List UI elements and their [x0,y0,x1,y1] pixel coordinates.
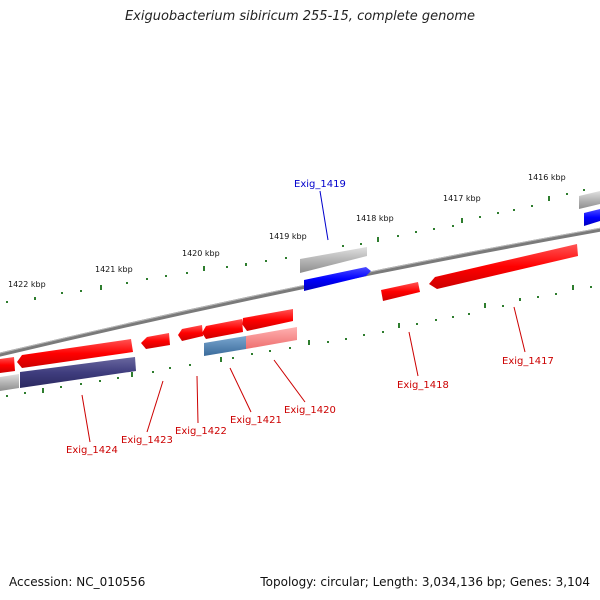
gene-exig-1423[interactable] [141,333,170,349]
feature-purple-1424[interactable] [20,357,136,388]
lower-tick-track [6,285,592,397]
map-title: Exiguobacterium sibiricum 255-15, comple… [124,9,476,24]
feature-steel-1421[interactable] [204,336,246,356]
accession-text: Accession: NC_010556 [9,575,146,589]
kbp-label: 1416 kbp [528,173,566,182]
rna-gene-1416[interactable] [579,191,600,209]
gene-labels: Exig_1419 Exig_1417 Exig_1418 Exig_1420 … [66,179,554,456]
rna-gene-1419[interactable] [300,247,367,273]
gene-label-exig-1418[interactable]: Exig_1418 [397,380,449,391]
topology-text: Topology: circular; Length: 3,034,136 bp… [260,575,590,589]
kbp-label: 1421 kbp [95,265,133,274]
kbp-label: 1422 kbp [8,280,46,289]
gene-exig-1416[interactable] [584,209,600,226]
feature-pink-1420[interactable] [246,327,297,349]
gene-left-edge[interactable] [0,357,15,373]
reverse-strand-features [300,191,600,291]
gene-label-exig-1424[interactable]: Exig_1424 [66,445,118,456]
gene-label-exig-1420[interactable]: Exig_1420 [284,405,336,416]
kbp-label: 1418 kbp [356,214,394,223]
gene-exig-1417[interactable] [429,244,578,289]
lower-feature-track [0,327,297,391]
gene-exig-1424[interactable] [17,339,133,368]
gene-exig-1420[interactable] [242,309,293,331]
gene-exig-1421[interactable] [202,319,243,339]
genome-backbone [0,227,600,357]
genome-backbone-highlight [0,227,600,354]
upper-tick-track [6,189,585,303]
gene-label-exig-1419[interactable]: Exig_1419 [294,179,346,190]
gene-label-exig-1422[interactable]: Exig_1422 [175,426,227,437]
kbp-scale-labels: 1416 kbp 1417 kbp 1418 kbp 1419 kbp 1420… [8,173,566,289]
gene-label-exig-1423[interactable]: Exig_1423 [121,435,173,446]
gene-exig-1419[interactable] [304,267,371,291]
kbp-label: 1420 kbp [182,249,220,258]
gene-exig-1422[interactable] [178,325,203,341]
gene-label-exig-1417[interactable]: Exig_1417 [502,356,554,367]
kbp-label: 1417 kbp [443,194,481,203]
forward-strand-features [0,244,578,373]
gene-exig-1418[interactable] [381,282,420,301]
feature-gray-left[interactable] [0,374,19,391]
gene-label-exig-1421[interactable]: Exig_1421 [230,415,282,426]
kbp-label: 1419 kbp [269,232,307,241]
gene-callout-lines [81,190,526,443]
